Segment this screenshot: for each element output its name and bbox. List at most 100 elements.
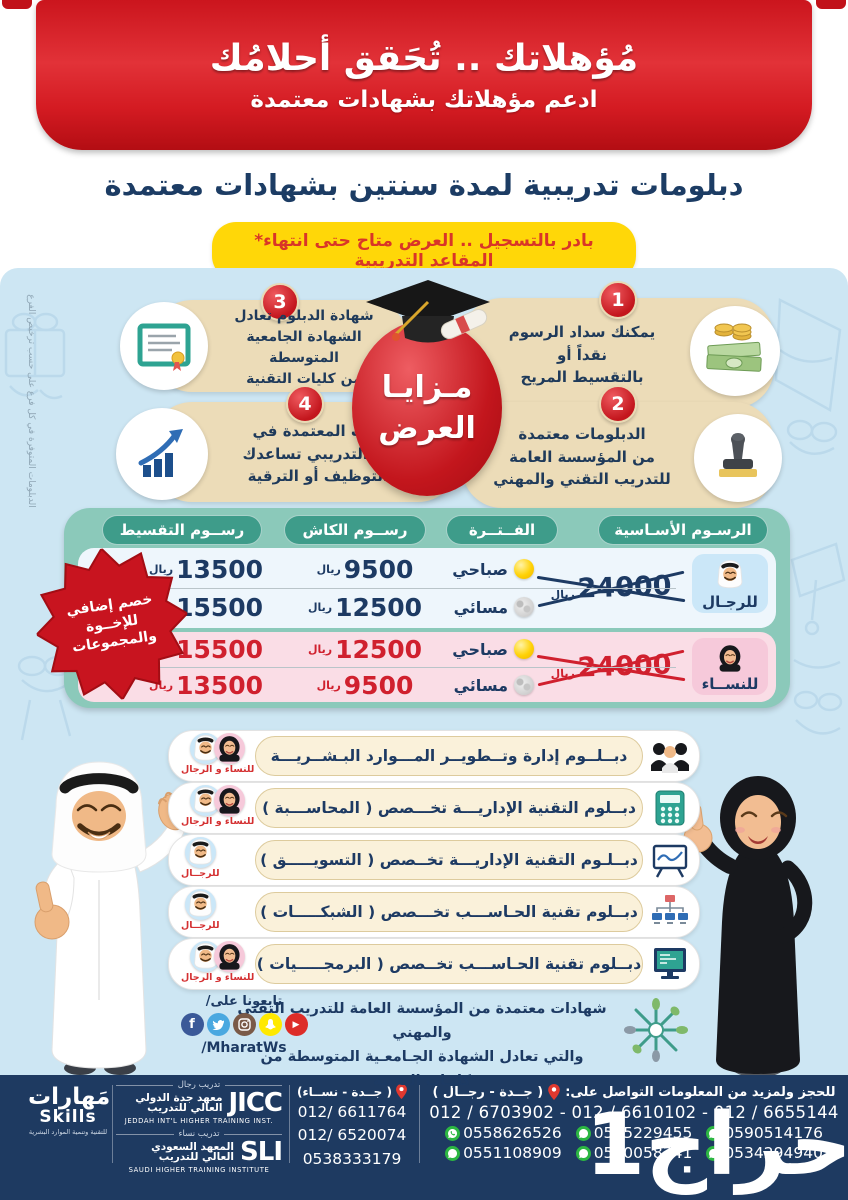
diploma-title-pill: دبــلوم تقنية الحـاســـب تخــصص ( البرمج… xyxy=(255,944,643,984)
man-avatar xyxy=(713,558,747,592)
jicc-abbr: JICC xyxy=(228,1088,283,1118)
men-avatar-tile: للرجـال xyxy=(692,554,768,613)
certificate-icon xyxy=(120,302,208,390)
benefit-2-text: الدبلومات معتمدة من المؤسسة العامة للتدر… xyxy=(493,425,671,489)
header-headline: مُؤهلاتك .. تُحَقق أحلامُك xyxy=(209,37,639,79)
whatsapp-number: 0500058341 xyxy=(593,1144,693,1162)
diploma-row-accounting: دبــلوم التقنية الإداريـــة تخـــصص ( ال… xyxy=(168,782,700,834)
audience-label: للرجــال xyxy=(181,920,220,931)
sli-name-en: SAUDI HIGHER TRAINING INSTITUTE xyxy=(128,1166,270,1174)
audience-label: للنساء و الرجال xyxy=(181,972,255,983)
footer-contact-men: للحجز ولمزيد من المعلومات التواصل على: (… xyxy=(428,1084,840,1162)
audience-label: للرجــال xyxy=(181,868,220,879)
benefit-1-number: 1 xyxy=(599,281,637,319)
sli-tag: تدريب نساء xyxy=(178,1129,220,1139)
social-handle: /MharatWs xyxy=(201,1040,287,1056)
oval-line1: مـزايـا xyxy=(381,370,473,405)
men-evening-installment-amount: 15500 xyxy=(176,592,264,622)
money-icon xyxy=(690,306,780,396)
accreditation-note: شهادات معتمدة من المؤسسة العامة للتدريب … xyxy=(236,998,608,1094)
whatsapp-icon xyxy=(445,1125,461,1141)
women-branch-label: ( جــدة - نســاء) xyxy=(297,1084,392,1099)
women-evening-installment-amount: 13500 xyxy=(176,670,264,700)
footer-divider xyxy=(289,1085,290,1163)
top-left-red-sliver xyxy=(2,0,32,9)
jicc-tag: تدريب رجال xyxy=(177,1080,221,1090)
men-morning-installment-amount: 13500 xyxy=(176,554,264,584)
men-morning-cash-amount: 9500 xyxy=(343,554,414,584)
whatsapp-number: 0558626526 xyxy=(463,1124,562,1142)
top-right-red-sliver xyxy=(816,0,846,9)
row-divider xyxy=(108,588,676,589)
footer-divider xyxy=(112,1085,113,1163)
diploma-row-hr: دبــلــوم إدارة وتــطويــر المـــوارد ال… xyxy=(168,730,700,782)
pricing-table: الرسـوم الأسـاسية الفــتــرة رســوم الكا… xyxy=(64,508,790,708)
women-phone: 012/ 6520074 xyxy=(297,1126,407,1145)
diploma-title: دبــلوم تقنية الحـاســـب تخـــصص ( الشبك… xyxy=(260,903,638,921)
moon-icon xyxy=(514,597,534,617)
header-subheadline: ادعم مؤهلاتك بشهادات معتمدة xyxy=(250,86,598,113)
sun-icon xyxy=(514,639,534,659)
sun-icon xyxy=(514,559,534,579)
women-phone: 0538333179 xyxy=(302,1149,402,1168)
men-evening-period: مسائي xyxy=(434,590,534,624)
moon-icon xyxy=(514,675,534,695)
men-label: للرجـال xyxy=(702,593,758,611)
women-morning-cash: 12500 ريال xyxy=(307,634,423,664)
whatsapp-row-1: 0558626526 0595229455 0590514176 xyxy=(428,1124,840,1142)
oval-line2: العرض xyxy=(378,411,476,446)
diploma-title: دبــلـوم التقنية الإداريـــة تخــصص ( ال… xyxy=(260,851,638,869)
diploma-title-pill: دبــلــوم إدارة وتــطويــر المـــوارد ال… xyxy=(255,736,643,776)
women-evening-cash: 9500 ريال xyxy=(316,670,414,700)
graduation-cap-icon xyxy=(352,272,502,348)
sli-name-ar: المعهد السعودي العالي للتدريب xyxy=(151,1140,235,1163)
cartoon-woman-thumbs-up xyxy=(683,776,813,1077)
social-block: تابعونا على/ f ▶ /MharatWs xyxy=(176,994,312,1056)
women-morning-period: صباحي xyxy=(434,632,534,666)
diploma-row-networks: دبــلوم تقنية الحـاســـب تخـــصص ( الشبك… xyxy=(168,886,700,938)
whatsapp-row-2: 0551108909 0500058341 0534294940 xyxy=(428,1144,840,1162)
col-header-cash-fees: رســوم الكاش xyxy=(284,515,426,545)
men-morning-label: صباحي xyxy=(452,559,508,579)
women-morning-installment-amount: 15500 xyxy=(176,634,264,664)
mharat-skills-logo: مَهارات Skills للتقنية وتنمية الموارد ال… xyxy=(28,1085,110,1136)
mharat-star-logo xyxy=(620,994,692,1066)
women-evening-label: مسائي xyxy=(453,675,508,695)
men-evening-label: مسائي xyxy=(453,597,508,617)
cap-doodle xyxy=(790,542,846,735)
row-divider xyxy=(108,667,676,668)
footer-institutes: تدريب رجال JICC معهد جدة الدولي العالي ل… xyxy=(116,1080,283,1174)
footer-divider xyxy=(419,1085,420,1163)
ribbon-doodle xyxy=(774,298,842,455)
diploma-audience: للرجــال xyxy=(181,837,220,879)
men-evening-cash: 12500 ريال xyxy=(307,592,423,622)
follow-us-label: تابعونا على/ xyxy=(205,994,283,1009)
gift-doodle xyxy=(4,312,66,400)
women-phone: 012/ 6611764 xyxy=(297,1103,407,1121)
calculator-icon xyxy=(650,789,690,827)
diploma-title-pill: دبــلـوم التقنية الإداريـــة تخــصص ( ال… xyxy=(255,840,643,880)
men-morning-cash: 9500 ريال xyxy=(316,554,414,584)
benefit-1-text: يمكنك سداد الرسوم نقداً أو بالتقسيط المر… xyxy=(508,323,656,387)
whatsapp-number: 0590514176 xyxy=(724,1124,823,1142)
hr-people-icon xyxy=(650,737,690,775)
branch-license-note: الدبلومات المتوفرة في كل فرع على حسب ترخ… xyxy=(26,294,36,508)
sli-abbr: SLI xyxy=(240,1137,283,1167)
offer-advantages-oval: مـزايـا العرض xyxy=(352,320,502,496)
men-morning-period: صباحي xyxy=(434,552,534,586)
diploma-title-pill: دبــلوم تقنية الحـاســـب تخـــصص ( الشبك… xyxy=(255,892,643,932)
audience-label: للنساء و الرجال xyxy=(181,764,255,775)
youtube-icon: ▶ xyxy=(284,1013,308,1036)
women-label: للنســاء xyxy=(701,675,759,693)
diploma-audience: للنساء و الرجال xyxy=(181,941,254,983)
women-evening-installment: 13500 ريال xyxy=(148,670,264,700)
men-branch-label: ( جــدة - رجــال ) xyxy=(432,1084,544,1100)
col-header-installment-fees: رســوم التقسيط xyxy=(102,515,262,545)
whatsapp-number: 0534294940 xyxy=(724,1144,823,1162)
accreditation-line1: شهادات معتمدة من المؤسسة العامة للتدريب … xyxy=(237,1001,607,1041)
diploma-row-marketing: دبــلـوم التقنية الإداريـــة تخــصص ( ال… xyxy=(168,834,700,886)
men-morning-installment: 13500 ريال xyxy=(148,554,264,584)
facebook-icon: f xyxy=(180,1013,204,1036)
